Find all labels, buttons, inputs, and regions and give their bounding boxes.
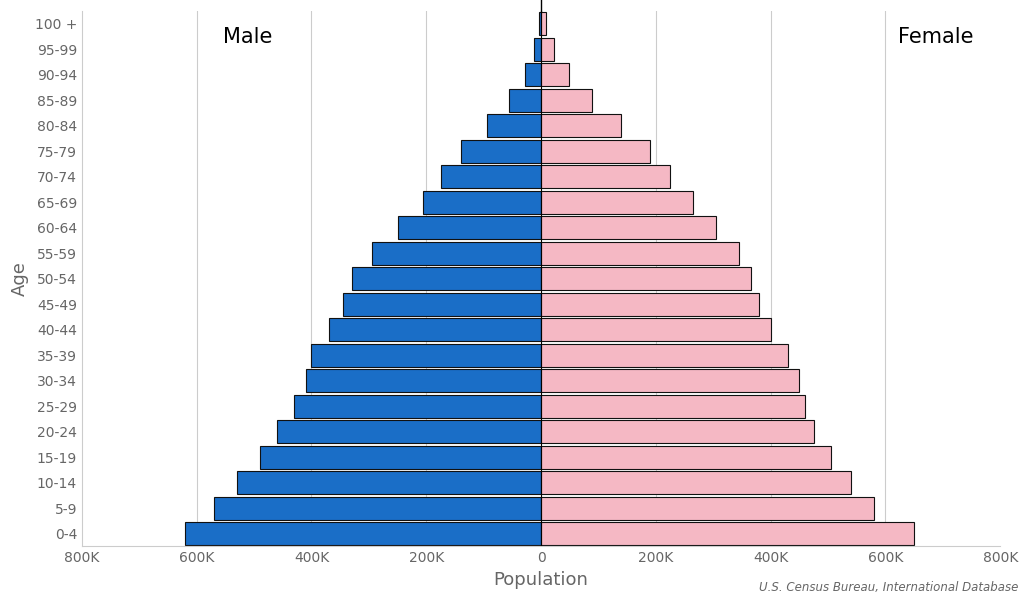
Text: Female: Female	[898, 27, 973, 47]
Bar	[541, 369, 800, 392]
Bar	[541, 38, 554, 61]
Bar	[277, 420, 541, 443]
Bar	[541, 217, 716, 239]
Bar	[541, 166, 670, 188]
Bar	[541, 191, 694, 214]
Bar	[541, 497, 874, 520]
Bar	[541, 140, 650, 163]
Bar	[312, 344, 541, 367]
Bar	[541, 242, 739, 265]
Bar	[541, 89, 592, 112]
Bar	[541, 115, 622, 137]
Bar	[541, 64, 569, 86]
X-axis label: Population: Population	[494, 571, 589, 589]
Bar	[539, 13, 541, 35]
Text: U.S. Census Bureau, International Database: U.S. Census Bureau, International Databa…	[759, 581, 1019, 594]
Bar	[541, 420, 814, 443]
Bar	[214, 497, 541, 520]
Bar	[423, 191, 541, 214]
Bar	[541, 13, 545, 35]
Bar	[328, 319, 541, 341]
Bar	[185, 522, 541, 545]
Bar	[509, 89, 541, 112]
Bar	[487, 115, 541, 137]
Bar	[525, 64, 541, 86]
Bar	[534, 38, 541, 61]
Bar	[541, 319, 771, 341]
Bar	[541, 268, 750, 290]
Bar	[371, 242, 541, 265]
Y-axis label: Age: Age	[11, 262, 29, 296]
Bar	[541, 293, 759, 316]
Bar	[397, 217, 541, 239]
Bar	[352, 268, 541, 290]
Bar	[541, 395, 805, 418]
Bar	[541, 471, 851, 494]
Text: Male: Male	[222, 27, 272, 47]
Bar	[260, 446, 541, 469]
Bar	[541, 344, 788, 367]
Bar	[343, 293, 541, 316]
Bar	[440, 166, 541, 188]
Bar	[237, 471, 541, 494]
Bar	[306, 369, 541, 392]
Bar	[294, 395, 541, 418]
Bar	[541, 522, 914, 545]
Bar	[461, 140, 541, 163]
Bar	[541, 446, 830, 469]
